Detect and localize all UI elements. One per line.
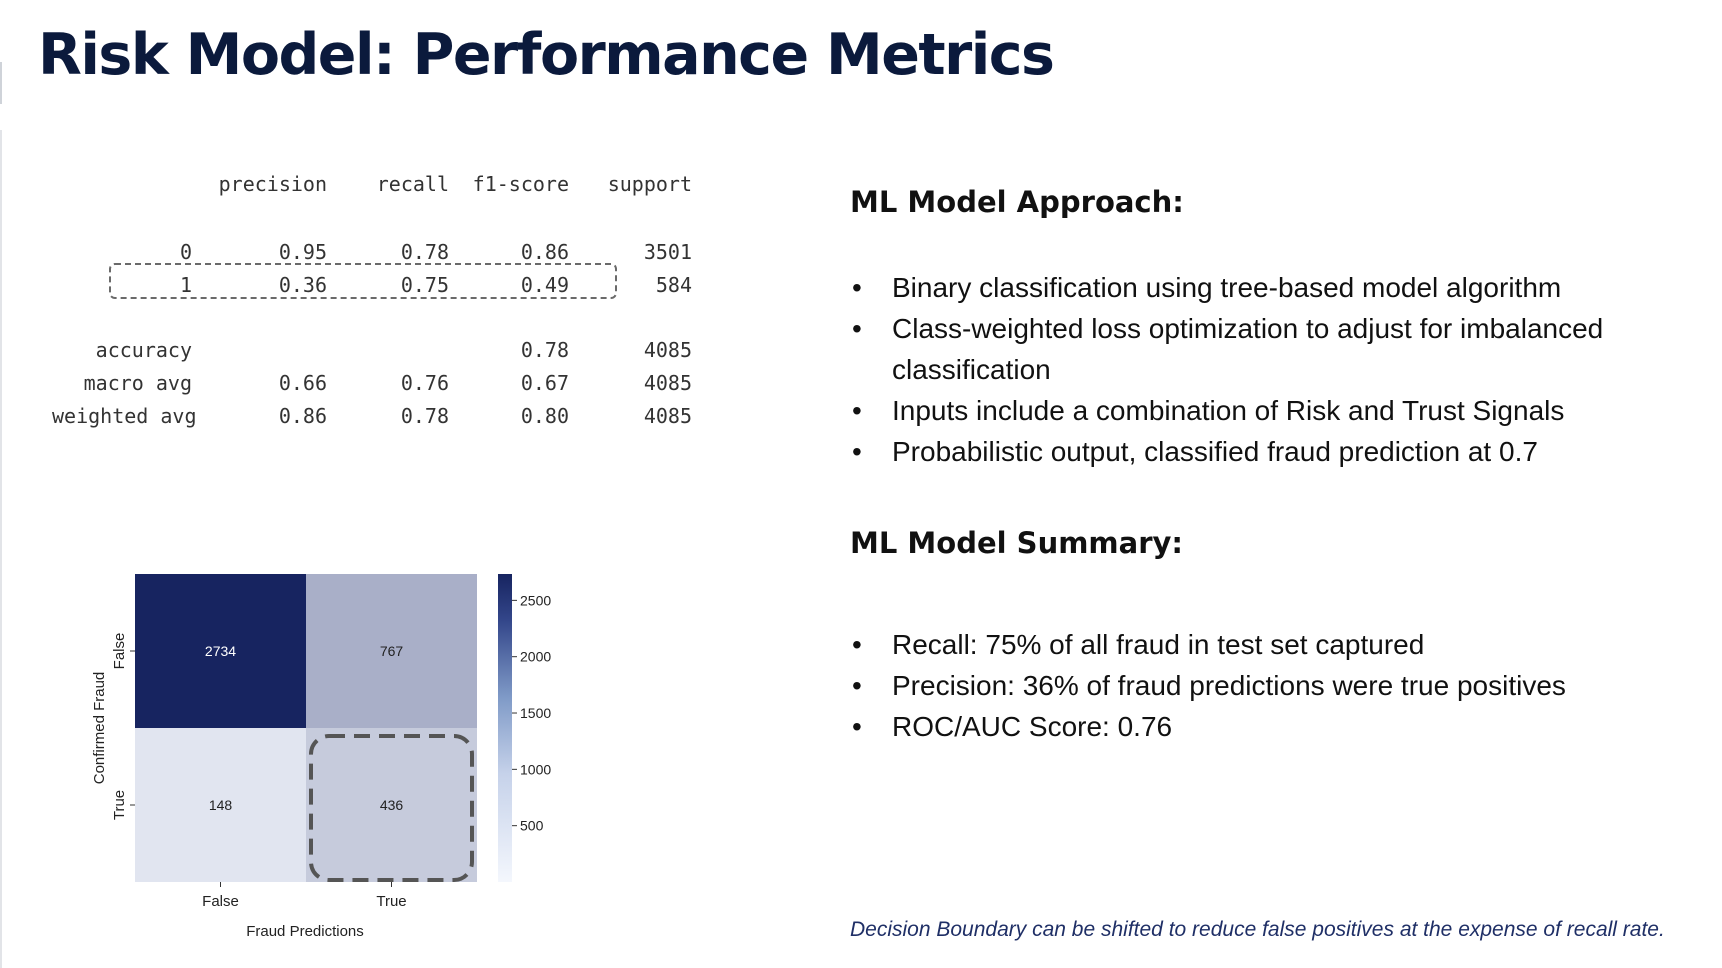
report-cell-recall: 0.76 bbox=[400, 371, 449, 395]
report-row-label: weighted avg bbox=[52, 404, 197, 428]
bullet-item: • Precision: 36% of fraud predictions wer… bbox=[852, 665, 1692, 706]
heatmap-cell-value: 2734 bbox=[205, 643, 236, 659]
report-row-label: macro avg bbox=[83, 371, 192, 395]
report-cell-recall: 0.78 bbox=[400, 240, 449, 264]
report-cell-support: 4085 bbox=[643, 371, 692, 395]
bullet-dot: • bbox=[852, 395, 862, 426]
slide-title: Risk Model: Performance Metrics bbox=[38, 22, 1055, 88]
bullet-item: • Class-weighted loss optimization to adj… bbox=[852, 308, 1692, 390]
report-cell-f1: 0.67 bbox=[520, 371, 569, 395]
bullet-text: Probabilistic output, classified fraud p… bbox=[892, 436, 1538, 467]
colorbar-tick-label: 500 bbox=[520, 818, 544, 834]
heatmap-cell bbox=[306, 574, 477, 728]
report-header-f1-score: f1-score bbox=[472, 172, 569, 196]
bullet-dot: • bbox=[852, 272, 862, 303]
report-cell-f1: 0.49 bbox=[520, 273, 569, 297]
report-cell-precision: 0.36 bbox=[278, 273, 327, 297]
report-row-label: 0 bbox=[179, 240, 192, 264]
approach-heading: ML Model Approach: bbox=[850, 185, 1184, 219]
y-tick-label: True bbox=[111, 790, 128, 820]
highlighted-row-outline bbox=[109, 263, 617, 299]
report-cell-precision: 0.95 bbox=[278, 240, 327, 264]
heatmap-cell-value: 767 bbox=[380, 643, 404, 659]
summary-heading: ML Model Summary: bbox=[850, 526, 1184, 560]
bullet-item: • ROC/AUC Score: 0.76 bbox=[852, 706, 1692, 747]
report-header-recall: recall bbox=[376, 172, 449, 196]
heatmap-cell-value: 148 bbox=[209, 797, 233, 813]
report-cell-support: 4085 bbox=[643, 338, 692, 362]
bullet-text: Class-weighted loss optimization to adju… bbox=[892, 313, 1604, 385]
report-cell-precision: 0.86 bbox=[278, 404, 327, 428]
report-cell-recall: 0.78 bbox=[400, 404, 449, 428]
colorbar bbox=[498, 574, 512, 882]
bullet-text: Inputs include a combination of Risk and… bbox=[892, 395, 1565, 426]
report-cell-f1: 0.86 bbox=[520, 240, 569, 264]
y-axis-label: Confirmed Fraud bbox=[91, 672, 108, 785]
heatmap-cell bbox=[306, 728, 477, 882]
bullet-dot: • bbox=[852, 711, 862, 742]
confusion-matrix-chart: 2734 767 148 436 500 1000 1500 2000 2500 False T… bbox=[91, 574, 551, 940]
report-row-label: accuracy bbox=[95, 338, 192, 362]
bullet-text: Precision: 36% of fraud predictions were… bbox=[892, 670, 1566, 701]
summary-list: • Recall: 75% of all fraud in test set ca… bbox=[852, 624, 1692, 747]
report-cell-support: 3501 bbox=[643, 240, 692, 264]
bullet-text: Binary classification using tree-based m… bbox=[892, 272, 1562, 303]
colorbar-tick-label: 1500 bbox=[520, 705, 551, 721]
report-cell-f1: 0.80 bbox=[520, 404, 569, 428]
report-header-support: support bbox=[607, 172, 692, 196]
bullet-text: ROC/AUC Score: 0.76 bbox=[892, 711, 1173, 742]
x-tick-label: False bbox=[202, 893, 239, 910]
report-cell-support: 584 bbox=[655, 273, 692, 297]
slide-left-edge bbox=[0, 130, 2, 968]
report-header-precision: precision bbox=[218, 172, 327, 196]
title-tick-mark bbox=[0, 62, 2, 104]
bullet-dot: • bbox=[852, 629, 862, 660]
bullet-dot: • bbox=[852, 670, 862, 701]
heatmap-cell-value: 436 bbox=[380, 797, 404, 813]
bullet-item: • Inputs include a combination of Risk an… bbox=[852, 390, 1692, 431]
y-tick-label: False bbox=[111, 633, 128, 670]
colorbar-tick-label: 2000 bbox=[520, 649, 551, 665]
bullet-text: Recall: 75% of all fraud in test set cap… bbox=[892, 629, 1425, 660]
heatmap-cell bbox=[135, 728, 306, 882]
x-tick-label: True bbox=[376, 893, 406, 910]
colorbar-tick-label: 2500 bbox=[520, 592, 551, 608]
x-axis-label: Fraud Predictions bbox=[246, 923, 364, 940]
report-row-label: 1 bbox=[179, 273, 192, 297]
report-cell-f1: 0.78 bbox=[520, 338, 569, 362]
bullet-dot: • bbox=[852, 313, 862, 344]
report-cell-recall: 0.75 bbox=[400, 273, 449, 297]
bullet-item: • Binary classification using tree-based … bbox=[852, 267, 1692, 308]
bullet-dot: • bbox=[852, 436, 862, 467]
heatmap-cell bbox=[135, 574, 306, 728]
report-cell-support: 4085 bbox=[643, 404, 692, 428]
bullet-item: • Recall: 75% of all fraud in test set ca… bbox=[852, 624, 1692, 665]
colorbar-tick-label: 1000 bbox=[520, 761, 551, 777]
footnote: Decision Boundary can be shifted to redu… bbox=[850, 918, 1665, 941]
approach-list: • Binary classification using tree-based … bbox=[852, 267, 1692, 472]
report-cell-precision: 0.66 bbox=[278, 371, 327, 395]
bullet-item: • Probabilistic output, classified fraud … bbox=[852, 431, 1692, 472]
highlighted-cell-outline bbox=[309, 734, 474, 882]
